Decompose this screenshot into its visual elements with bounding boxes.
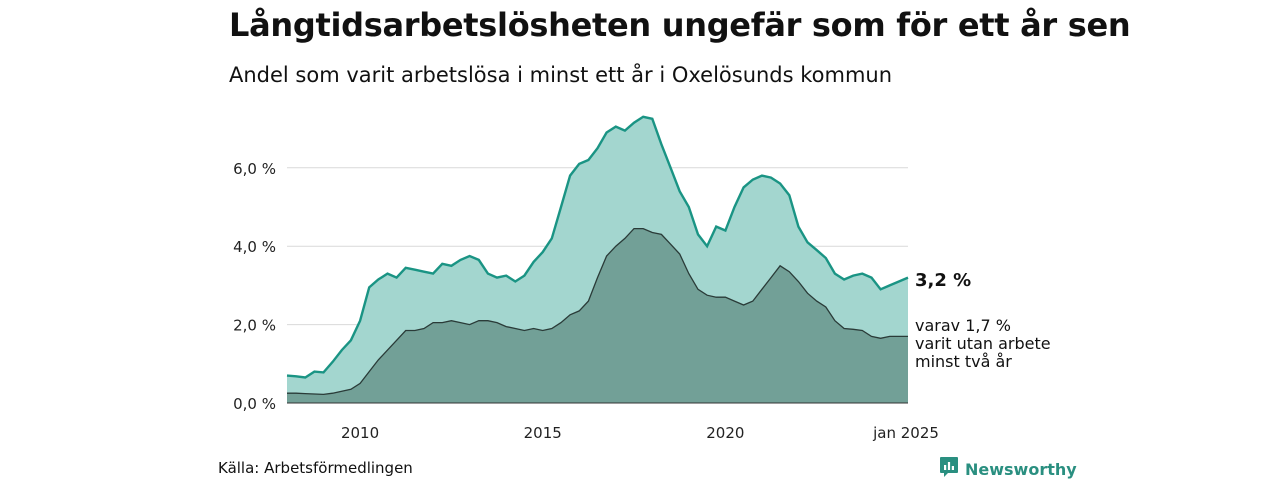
y-tick-label: 0,0 %: [233, 395, 276, 413]
source-note: Källa: Arbetsförmedlingen: [218, 459, 413, 477]
x-tick-label: jan 2025: [872, 424, 939, 442]
chart-title: Långtidsarbetslösheten ungefär som för e…: [229, 6, 1131, 44]
axis-labels: 0,0 % 2,0 % 4,0 % 6,0 % 2010 2015 2020 jan 2025: [233, 160, 939, 442]
brand-logo[interactable]: Newsworthy: [939, 456, 1077, 482]
long-term-area: [287, 228, 908, 403]
y-tick-label: 6,0 %: [233, 160, 276, 178]
x-tick-label: 2010: [341, 424, 379, 442]
y-tick-label: 2,0 %: [233, 317, 276, 335]
y-tick-label: 4,0 %: [233, 238, 276, 256]
chart-subtitle: Andel som varit arbetslösa i minst ett å…: [229, 63, 893, 87]
x-tick-label: 2020: [706, 424, 744, 442]
x-tick-label: 2015: [524, 424, 562, 442]
total-line: [286, 115, 909, 379]
chart-areas: [286, 115, 909, 404]
brand-name: Newsworthy: [965, 459, 1077, 479]
sub-end-label-line: varit utan arbete: [915, 334, 1051, 353]
newsworthy-logo-icon: [939, 456, 959, 482]
sub-end-label-line: varav 1,7 %: [915, 316, 1011, 335]
total-end-label: 3,2 %: [915, 270, 971, 291]
sub-end-label-line: minst två år: [915, 352, 1012, 371]
long-term-line: [287, 227, 908, 396]
